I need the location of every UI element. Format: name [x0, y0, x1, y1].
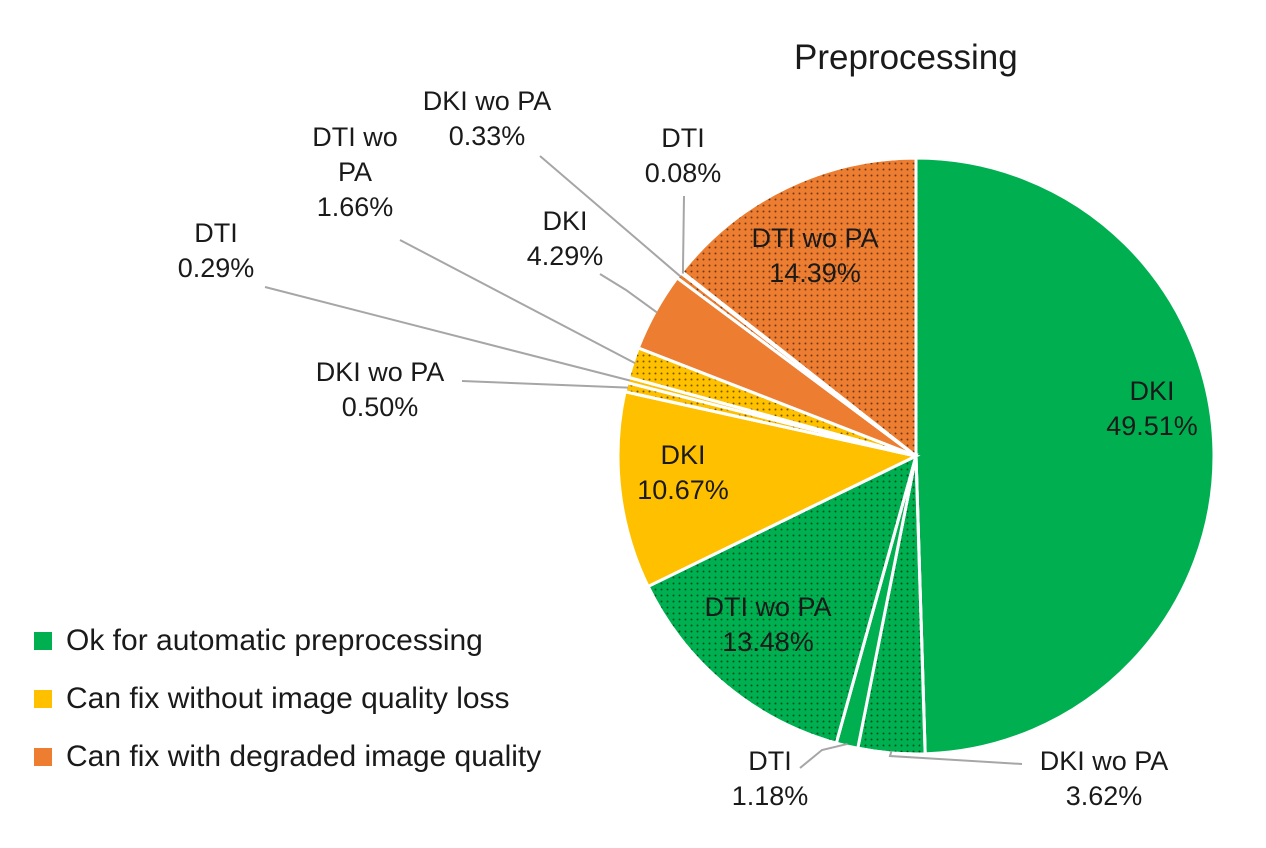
legend-swatch-fix-no-loss	[34, 690, 52, 708]
slice-label-5-dki-wo-pa: DKI wo PA 0.50%	[316, 357, 445, 422]
slice-value-label: 49.51%	[1106, 411, 1198, 441]
slice-value-label: 1.18%	[732, 781, 809, 811]
slices-layer	[616, 156, 1216, 756]
slice-name-label: DKI wo PA	[316, 357, 445, 387]
slice-name-label: DKI	[542, 206, 587, 236]
pie-slice-11-dti-wo-pa-pattern	[679, 156, 918, 460]
slice-value-label: 13.48%	[722, 627, 814, 657]
slice-value-label: 0.08%	[645, 158, 722, 188]
slice-value-label: 4.29%	[527, 241, 604, 271]
slice-value-label: 1.66%	[317, 192, 394, 222]
chart-title: Preprocessing	[794, 38, 1018, 77]
slice-label-2-dti: DTI 1.18%	[732, 746, 809, 811]
slice-value-label: 14.39%	[769, 258, 861, 288]
slice-name-label: DKI	[1129, 376, 1174, 406]
slice-name-label: DTI	[748, 746, 792, 776]
legend-label-fix-degraded: Can fix with degraded image quality	[66, 740, 542, 773]
leader-line-10-dti	[681, 195, 685, 274]
slice-name-label: DTI wo PA	[704, 592, 831, 622]
legend: Ok for automatic preprocessing Can fix w…	[34, 612, 541, 786]
legend-swatch-fix-degraded	[34, 748, 52, 766]
pie-slice-0-dki	[914, 156, 1216, 756]
slice-name-label: DTI wo	[312, 122, 398, 152]
slice-name-label: DTI wo PA	[751, 223, 878, 253]
slice-label-1-dki-wo-pa: DKI wo PA 3.62%	[1040, 746, 1169, 811]
leader-lines	[264, 155, 1023, 769]
slice-labels: DKI 49.51% DKI wo PA 3.62% DTI 1.18% DTI wo PA…	[178, 86, 1198, 811]
slice-label-4-dki: DKI 10.67%	[637, 440, 729, 505]
slice-name-label: PA	[338, 157, 372, 187]
slice-name-label: DKI wo PA	[423, 86, 552, 116]
slice-label-3-dti-wo-pa: DTI wo PA 13.48%	[704, 592, 831, 657]
legend-label-ok: Ok for automatic preprocessing	[66, 624, 483, 657]
slice-label-8-dki: DKI 4.29%	[527, 206, 604, 271]
slice-label-10-dti: DTI 0.08%	[645, 123, 722, 188]
slice-name-label: DTI	[194, 218, 238, 248]
pie-slice-3-dti-wo-pa-pattern	[646, 453, 919, 745]
slice-label-7-dti-wo-pa: DTI wo PA 1.66%	[312, 122, 398, 222]
leader-line-2-dti	[799, 742, 848, 769]
leader-line-7-dti-wo-pa	[399, 239, 636, 365]
leader-line-8-dki	[599, 273, 658, 314]
legend-swatch-ok	[34, 632, 52, 650]
leader-line-9-dki-wo-pa	[539, 155, 682, 278]
slice-label-9-dki-wo-pa: DKI wo PA 0.33%	[423, 86, 552, 151]
slice-name-label: DKI	[660, 440, 705, 470]
slice-name-label: DTI	[661, 123, 705, 153]
leader-line-5-dki-wo-pa	[461, 380, 629, 389]
legend-label-fix-no-loss: Can fix without image quality loss	[66, 682, 510, 715]
slice-value-label: 0.29%	[178, 253, 255, 283]
leader-line-1-dki-wo-pa	[888, 750, 1023, 765]
slice-value-label: 0.33%	[449, 121, 526, 151]
slice-value-label: 3.62%	[1066, 781, 1143, 811]
legend-item-fix-degraded: Can fix with degraded image quality	[34, 728, 541, 786]
slice-label-11-dti-wo-pa: DTI wo PA 14.39%	[751, 223, 878, 288]
leader-line-6-dti	[264, 286, 631, 382]
slice-value-label: 10.67%	[637, 475, 729, 505]
legend-item-fix-no-loss: Can fix without image quality loss	[34, 670, 541, 728]
slice-label-6-dti: DTI 0.29%	[178, 218, 255, 283]
legend-item-ok: Ok for automatic preprocessing	[34, 612, 541, 670]
slice-name-label: DKI wo PA	[1040, 746, 1169, 776]
slice-label-0-dki: DKI 49.51%	[1106, 376, 1198, 441]
slice-value-label: 0.50%	[342, 392, 419, 422]
